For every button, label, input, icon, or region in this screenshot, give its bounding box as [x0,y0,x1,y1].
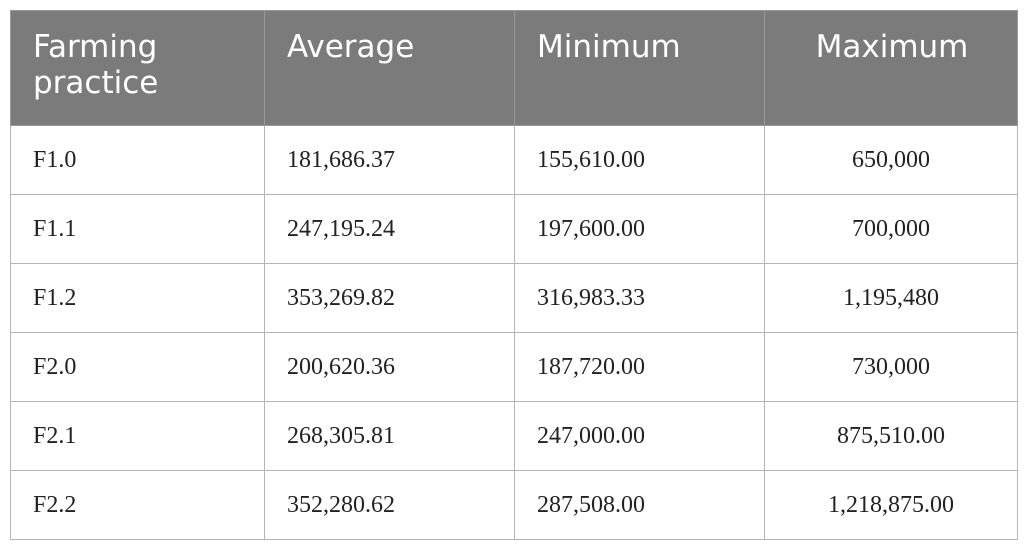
data-table: Farming practice Average Minimum Maximum… [10,10,1018,540]
cell-average: 247,195.24 [264,194,515,264]
cell-farming-practice: F2.0 [10,332,265,402]
cell-farming-practice: F2.2 [10,470,265,540]
cell-maximum: 730,000 [764,332,1018,402]
cell-maximum: 1,195,480 [764,263,1018,333]
cell-farming-practice: F1.2 [10,263,265,333]
cell-average: 352,280.62 [264,470,515,540]
cell-minimum: 316,983.33 [514,263,765,333]
cell-minimum: 287,508.00 [514,470,765,540]
header-maximum: Maximum [764,10,1018,126]
cell-farming-practice: F1.0 [10,125,265,195]
cell-minimum: 187,720.00 [514,332,765,402]
table-row: F2.1 268,305.81 247,000.00 875,510.00 [10,401,1018,471]
table-row: F2.0 200,620.36 187,720.00 730,000 [10,332,1018,402]
data-table-container: Farming practice Average Minimum Maximum… [10,10,1018,540]
cell-average: 181,686.37 [264,125,515,195]
header-average: Average [264,10,515,126]
cell-average: 268,305.81 [264,401,515,471]
table-row: F1.0 181,686.37 155,610.00 650,000 [10,125,1018,195]
cell-farming-practice: F2.1 [10,401,265,471]
header-farming-practice: Farming practice [10,10,265,126]
cell-maximum: 875,510.00 [764,401,1018,471]
cell-farming-practice: F1.1 [10,194,265,264]
cell-minimum: 197,600.00 [514,194,765,264]
cell-average: 353,269.82 [264,263,515,333]
cell-minimum: 155,610.00 [514,125,765,195]
table-row: F1.2 353,269.82 316,983.33 1,195,480 [10,263,1018,333]
table-row: F2.2 352,280.62 287,508.00 1,218,875.00 [10,470,1018,540]
cell-maximum: 1,218,875.00 [764,470,1018,540]
cell-average: 200,620.36 [264,332,515,402]
table-row: F1.1 247,195.24 197,600.00 700,000 [10,194,1018,264]
header-minimum: Minimum [514,10,765,126]
table-header-row: Farming practice Average Minimum Maximum [10,10,1018,126]
cell-maximum: 650,000 [764,125,1018,195]
cell-minimum: 247,000.00 [514,401,765,471]
cell-maximum: 700,000 [764,194,1018,264]
